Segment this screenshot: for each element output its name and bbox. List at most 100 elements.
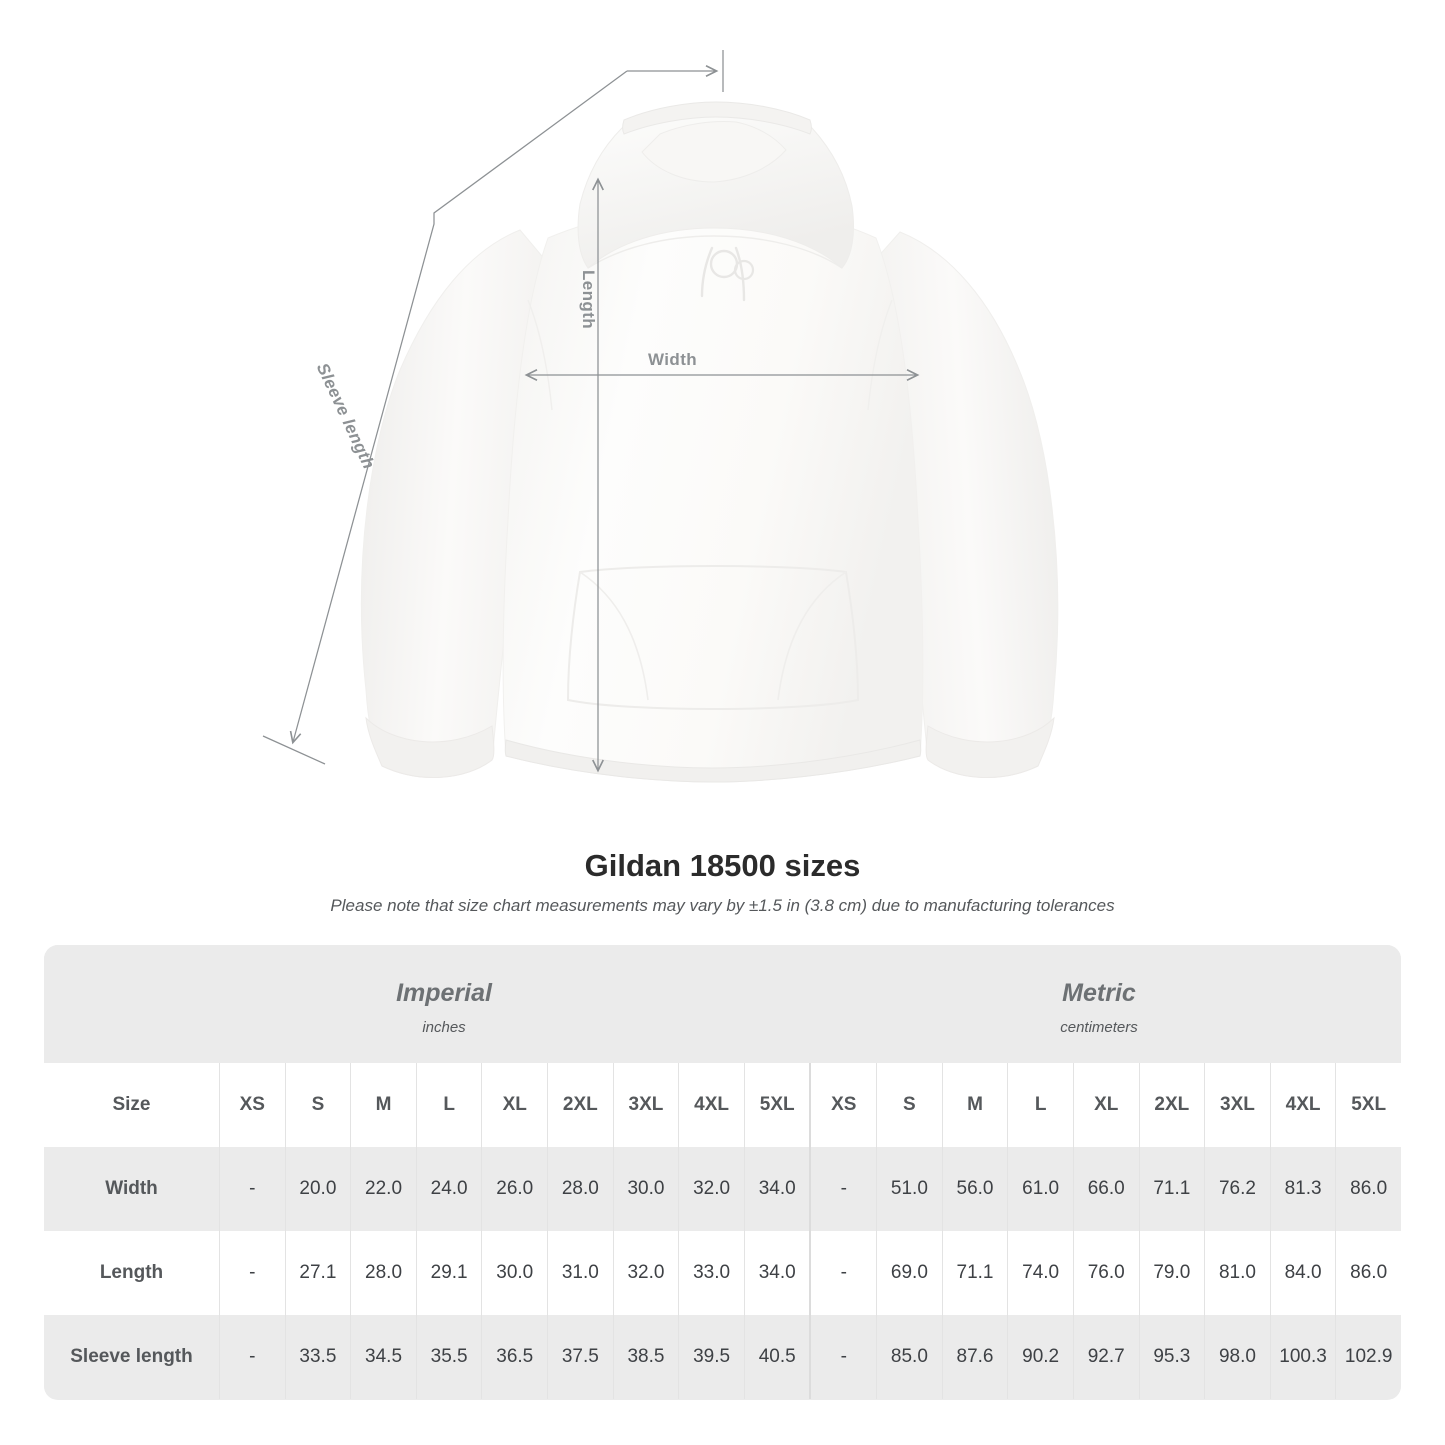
chart-note: Please note that size chart measurements… xyxy=(330,896,1115,915)
measurement-cell: 39.5 xyxy=(678,1315,744,1399)
measurement-cell: 35.5 xyxy=(415,1315,482,1399)
hoodie-illustration xyxy=(262,50,1059,783)
size-column-header: XL xyxy=(1072,1063,1139,1147)
measurement-cell: 28.0 xyxy=(350,1231,416,1315)
size-column-header: 3XL xyxy=(1204,1063,1270,1147)
sleeve-end-tick xyxy=(262,735,326,765)
measurement-cell: 92.7 xyxy=(1072,1315,1139,1399)
measurement-cell: 30.0 xyxy=(481,1231,547,1315)
measurement-cell: - xyxy=(219,1147,285,1231)
measurement-cell: 33.0 xyxy=(678,1231,744,1315)
measurement-cell: 87.6 xyxy=(941,1315,1008,1399)
unit-imperial: Imperial inches xyxy=(344,979,544,1037)
size-column-header: S xyxy=(876,1063,942,1147)
table-row: Sleeve length -33.5 34.5 35.5 36.5 37.5 38.5 39… xyxy=(44,1315,1401,1399)
table-row: Width -20.0 22.0 24.0 26.0 28.0 30.0 32.0 34.0-5… xyxy=(44,1147,1401,1231)
measurement-cell: 33.5 xyxy=(284,1315,351,1399)
row-label-cell: Length xyxy=(99,1262,164,1283)
measurement-cell: 86.0 xyxy=(1335,1231,1401,1315)
hoodie-artwork xyxy=(360,101,1059,783)
measurement-cell: 102.9 xyxy=(1335,1315,1401,1399)
measurement-cell: 27.1 xyxy=(284,1231,351,1315)
measurement-cell: 76.0 xyxy=(1072,1231,1139,1315)
size-column-header: 5XL xyxy=(1335,1063,1401,1147)
unit-imperial-name: Imperial xyxy=(396,979,492,1007)
measurement-cell: - xyxy=(809,1231,876,1315)
measurement-cell: 74.0 xyxy=(1007,1231,1073,1315)
measurement-lines xyxy=(262,50,920,773)
measurement-cell: 34.0 xyxy=(743,1147,810,1231)
measurement-cell: 26.0 xyxy=(481,1147,547,1231)
measurement-cell: 71.1 xyxy=(941,1231,1008,1315)
size-column-header: M xyxy=(350,1063,416,1147)
units-band: Imperial inches Metric centimeters xyxy=(44,945,1401,1063)
measurement-cell: 90.2 xyxy=(1007,1315,1073,1399)
unit-imperial-sub: inches xyxy=(422,1019,466,1036)
measurement-cell: 40.5 xyxy=(743,1315,810,1399)
unit-metric: Metric centimeters xyxy=(999,979,1199,1037)
size-column-header: XS xyxy=(219,1063,285,1147)
measurement-cell: 51.0 xyxy=(876,1147,942,1231)
size-column-header: 2XL xyxy=(547,1063,613,1147)
measurement-cell: 38.5 xyxy=(612,1315,679,1399)
unit-metric-sub: centimeters xyxy=(1060,1019,1138,1036)
measurement-cell: 69.0 xyxy=(876,1231,942,1315)
size-header-cell: Size xyxy=(112,1094,151,1115)
size-column-header: 4XL xyxy=(678,1063,744,1147)
unit-metric-name: Metric xyxy=(1062,979,1136,1007)
measurement-cell: 30.0 xyxy=(612,1147,679,1231)
hoodie-measurement-diagram: Length Width Sleeve length xyxy=(262,50,1059,783)
measurement-cell: 71.1 xyxy=(1138,1147,1205,1231)
measurement-cell: 24.0 xyxy=(415,1147,482,1231)
measurement-cell: 22.0 xyxy=(350,1147,416,1231)
measurement-cell: 100.3 xyxy=(1269,1315,1336,1399)
measurement-cell: 85.0 xyxy=(876,1315,942,1399)
measurement-cell: 34.5 xyxy=(350,1315,416,1399)
measurement-cell: 37.5 xyxy=(547,1315,613,1399)
size-column-header: XL xyxy=(481,1063,547,1147)
table-header-row: Size XS S M L XL 2XL 3XL 4XL 5XL XS S M L XL 2XL 3XL 4XL 5… xyxy=(44,1063,1401,1147)
measurement-cell: - xyxy=(809,1147,876,1231)
size-chart-table: Imperial inches Metric centimeters Size X… xyxy=(44,945,1401,1400)
measurement-cell: 28.0 xyxy=(547,1147,613,1231)
width-label: Width xyxy=(648,350,698,369)
measurement-cell: 86.0 xyxy=(1335,1147,1401,1231)
size-column-header: L xyxy=(415,1063,482,1147)
measurement-cell: 32.0 xyxy=(678,1147,744,1231)
size-column-header: 2XL xyxy=(1138,1063,1205,1147)
size-column-header: XS xyxy=(809,1063,876,1147)
size-column-header: 4XL xyxy=(1269,1063,1336,1147)
measurement-cell: 31.0 xyxy=(547,1231,613,1315)
measurement-cell: 81.0 xyxy=(1204,1231,1270,1315)
measurement-cell: 84.0 xyxy=(1269,1231,1336,1315)
measurement-cell: 32.0 xyxy=(612,1231,679,1315)
measurement-cell: 61.0 xyxy=(1007,1147,1073,1231)
chart-title: Gildan 18500 sizes xyxy=(584,848,861,883)
measurement-cell: 79.0 xyxy=(1138,1231,1205,1315)
measurement-cell: - xyxy=(219,1231,285,1315)
measurement-cell: 36.5 xyxy=(481,1315,547,1399)
measurement-cell: 56.0 xyxy=(941,1147,1008,1231)
length-label: Length xyxy=(579,270,598,330)
size-column-header: 3XL xyxy=(612,1063,679,1147)
table-row: Length -27.1 28.0 29.1 30.0 31.0 32.0 33.0 34.0-… xyxy=(44,1231,1401,1315)
measurement-cell: 20.0 xyxy=(284,1147,351,1231)
size-column-header: 5XL xyxy=(743,1063,810,1147)
size-column-header: L xyxy=(1007,1063,1073,1147)
measurement-cell: 66.0 xyxy=(1072,1147,1139,1231)
measurement-cell: - xyxy=(809,1315,876,1399)
size-column-header: M xyxy=(941,1063,1008,1147)
row-label-cell: Sleeve length xyxy=(70,1346,193,1367)
measurement-cell: 34.0 xyxy=(743,1231,810,1315)
row-label-cell: Width xyxy=(105,1178,158,1199)
size-column-header: S xyxy=(284,1063,351,1147)
measurement-cell: 29.1 xyxy=(415,1231,482,1315)
size-grid: Size XS S M L XL 2XL 3XL 4XL 5XL XS S M L XL 2XL 3XL 4XL 5… xyxy=(44,1063,1401,1399)
measurement-cell: 81.3 xyxy=(1269,1147,1336,1231)
measurement-cell: 95.3 xyxy=(1138,1315,1205,1399)
measurement-cell: - xyxy=(219,1315,285,1399)
sleeve-guide-line xyxy=(289,70,628,745)
measurement-cell: 98.0 xyxy=(1204,1315,1270,1399)
measurement-cell: 76.2 xyxy=(1204,1147,1270,1231)
